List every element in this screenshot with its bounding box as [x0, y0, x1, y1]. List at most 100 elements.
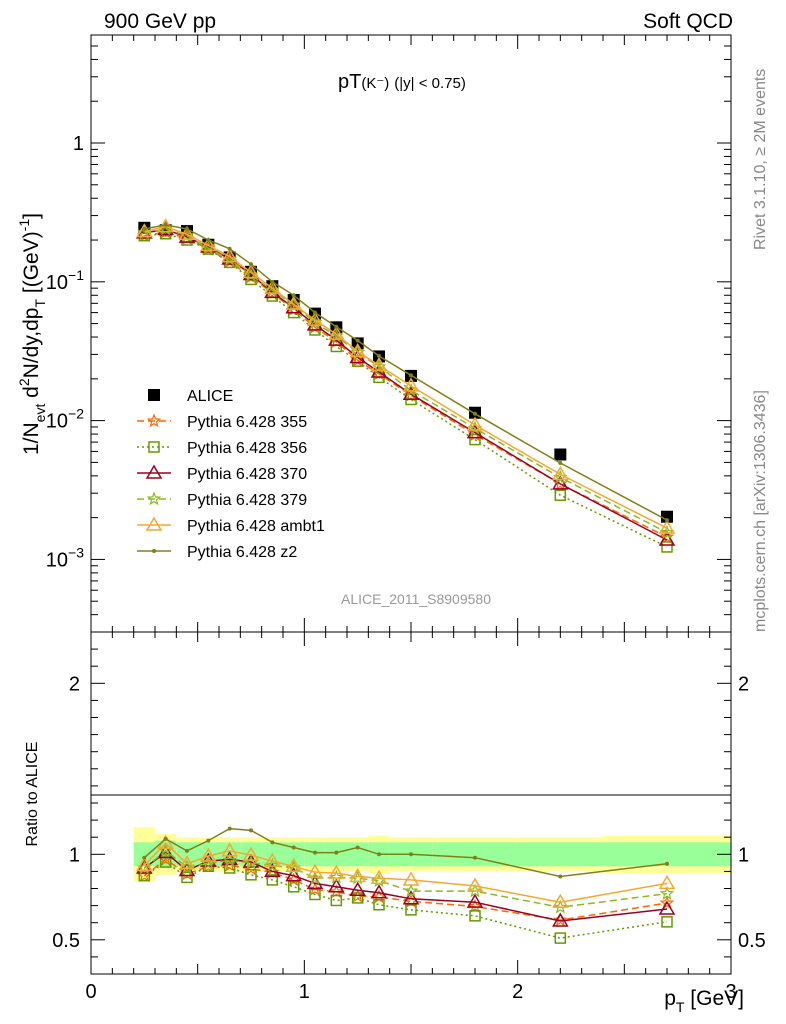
- data-point: [330, 340, 343, 353]
- legend-marker: [146, 413, 162, 428]
- data-point: [206, 238, 211, 243]
- ratio-point: [473, 855, 477, 860]
- upper-tick-group: [90, 34, 732, 633]
- ratio-point: [163, 836, 168, 841]
- ratio-point: [355, 845, 360, 850]
- ratio-point: [334, 850, 339, 855]
- ratio-point: [227, 826, 232, 831]
- ylabel-part-d: 2: [16, 378, 32, 386]
- ratio-point: [329, 884, 344, 899]
- data-point: [163, 222, 168, 227]
- plot-title-cut: (|y| < 0.75): [394, 75, 466, 92]
- ylabel-part-i: ]: [20, 213, 43, 219]
- ratio-point: [466, 877, 484, 892]
- data-point: [409, 373, 413, 378]
- legend-label: Pythia 6.428 z2: [187, 544, 297, 561]
- x-tick-label: 1: [299, 981, 310, 1003]
- ratio-point: [377, 852, 381, 857]
- legend-label: Pythia 6.428 ambt1: [187, 518, 325, 535]
- lower-y-tick-label-right: 2: [738, 673, 749, 695]
- data-point: [200, 236, 217, 252]
- ratio-point: [270, 840, 275, 845]
- upper-y-tick-label: 1: [73, 133, 84, 155]
- ratio-point: [142, 855, 147, 860]
- data-point: [469, 433, 481, 446]
- legend-label: Pythia 6.428 370: [187, 466, 307, 483]
- ratio-point: [469, 910, 481, 922]
- ratio-point: [658, 874, 676, 890]
- ratio-point: [370, 869, 388, 884]
- ratio-point: [351, 892, 364, 904]
- data-point: [270, 279, 275, 284]
- ratio-point: [185, 848, 189, 853]
- ratio-point: [136, 859, 153, 874]
- plot-title: pT(K⁻) (|y| < 0.75): [338, 71, 466, 93]
- series-pythia-6-428-z2: [142, 222, 669, 523]
- x-tick-label: 3: [725, 981, 736, 1003]
- legend-item: Pythia 6.428 ambt1: [137, 516, 325, 535]
- data-point: [306, 311, 324, 326]
- ratio-point: [658, 900, 676, 915]
- series-line: [144, 228, 668, 534]
- ratio-y-axis-label: Ratio to ALICE: [24, 742, 41, 847]
- plot-title-main: pT: [338, 71, 361, 93]
- stat-uncertainty-band: [517, 842, 603, 867]
- lower-y-tick-label-right: 1: [738, 844, 749, 866]
- data-point: [665, 518, 669, 523]
- ratio-point: [307, 881, 323, 896]
- ratio-series-pythia-6-428-356: [138, 856, 673, 944]
- ratio-series-pythia-6-428-ambt1: [136, 834, 676, 908]
- lower-panel: 0.5 0.5 1 1 2 2 0 1 2 3 Ratio to ALICE pT [GeV]: [24, 631, 766, 1015]
- x-tick-labels: 0 1 2 3: [85, 981, 736, 1003]
- ratio-point: [265, 857, 280, 872]
- ratio-point: [659, 895, 675, 910]
- ratio-point: [405, 904, 417, 916]
- ratio-point: [249, 828, 253, 833]
- ratio-point: [201, 856, 216, 870]
- legend-item: Pythia 6.428 355: [137, 413, 307, 431]
- data-point: [291, 293, 296, 298]
- ratio-series-pythia-6-428-z2: [142, 826, 669, 879]
- mcplots-label: mcplots.cern.ch [arXiv:1306.3436]: [752, 390, 769, 632]
- lower-y-tick-labels: 0.5 0.5 1 1 2 2: [52, 673, 766, 952]
- ratio-point: [287, 881, 300, 893]
- ratio-point: [349, 881, 366, 896]
- data-point: [355, 338, 360, 343]
- plot-title-particle: (K⁻): [361, 75, 389, 92]
- ratio-point: [221, 842, 238, 857]
- ratio-point: [309, 888, 321, 901]
- data-point: [159, 227, 172, 240]
- ratio-point: [291, 845, 296, 850]
- series-line: [144, 232, 668, 548]
- lower-y-tick-label-left: 2: [69, 673, 80, 695]
- data-point: [658, 519, 676, 534]
- ratio-point: [222, 852, 237, 867]
- legend-marker: [148, 441, 160, 453]
- data-point: [285, 295, 302, 310]
- data-point: [328, 325, 345, 340]
- data-point: [554, 489, 567, 501]
- data-point: [659, 524, 675, 539]
- ratio-point: [552, 912, 569, 927]
- legend-marker: [145, 516, 163, 531]
- xlabel-part-c: [GeV]: [684, 987, 744, 1010]
- ratio-point: [661, 916, 673, 928]
- legend-item: Pythia 6.428 z2: [137, 544, 297, 561]
- ratio-point: [553, 912, 568, 927]
- data-point: [370, 356, 388, 372]
- ratio-point: [285, 857, 302, 873]
- data-point: [402, 377, 420, 392]
- legend-label: Pythia 6.428 379: [187, 492, 307, 509]
- upper-frame: [90, 34, 732, 633]
- legend-marker: [146, 491, 162, 506]
- lower-tick-group: [90, 632, 732, 974]
- upper-y-tick-labels: 10−3 10−2 10−1 1: [46, 133, 84, 571]
- ratio-point: [328, 878, 345, 893]
- stat-uncertainty-band: [603, 842, 731, 867]
- data-point: [349, 342, 366, 358]
- legend-marker: [152, 549, 156, 553]
- ratio-point: [402, 871, 420, 886]
- ylabel-part-f: T: [32, 299, 48, 308]
- data-point: [377, 354, 381, 359]
- ratio-point: [206, 838, 211, 843]
